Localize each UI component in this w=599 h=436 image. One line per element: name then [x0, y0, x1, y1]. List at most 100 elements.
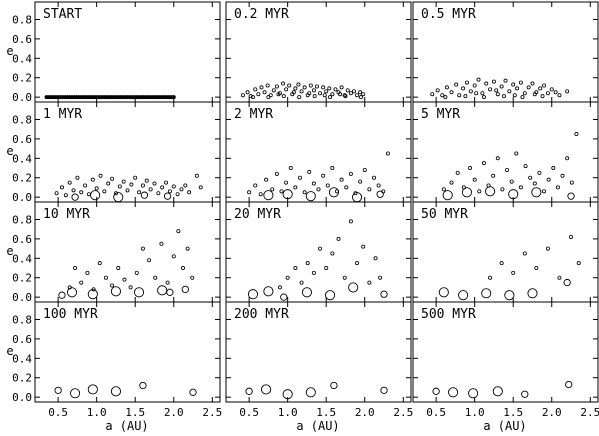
data-point	[321, 173, 326, 178]
data-point	[508, 189, 519, 200]
data-point	[75, 175, 80, 180]
data-point	[125, 188, 130, 193]
y-tick-label: 0.6	[12, 133, 32, 146]
data-point	[567, 192, 575, 200]
data-point	[455, 170, 460, 175]
data-point	[355, 261, 360, 266]
data-point	[183, 183, 188, 188]
data-point	[318, 91, 323, 96]
data-point	[432, 387, 440, 395]
data-point	[351, 89, 356, 94]
data-point	[330, 381, 338, 390]
data-point	[281, 81, 286, 86]
data-point	[576, 261, 581, 266]
data-point	[133, 175, 138, 180]
data-point	[565, 89, 570, 94]
panel-frame	[34, 301, 221, 403]
y-tick-label: 0.2	[12, 372, 32, 385]
data-point	[164, 180, 169, 185]
data-point	[565, 156, 570, 161]
panel-time-label: 5 MYR	[421, 107, 460, 122]
data-point	[265, 83, 270, 88]
data-point	[280, 293, 288, 301]
data-point	[537, 170, 542, 175]
x-tick-label: 2.5	[393, 406, 413, 419]
data-point	[103, 275, 108, 280]
data-point	[532, 92, 537, 97]
data-point	[171, 184, 176, 189]
data-point	[90, 177, 95, 182]
y-tick-label: 0.8	[12, 113, 32, 126]
data-point	[458, 290, 469, 301]
data-point	[312, 94, 317, 99]
data-point	[484, 81, 489, 86]
data-point	[281, 94, 286, 99]
data-point	[520, 95, 525, 100]
data-point	[305, 261, 310, 266]
x-tick-label: 0.5	[239, 406, 259, 419]
y-tick-label: 0.2	[12, 172, 32, 185]
data-point	[113, 192, 124, 203]
data-point	[271, 88, 276, 93]
data-point	[134, 270, 139, 275]
data-point	[152, 181, 157, 186]
data-point	[140, 246, 145, 251]
data-point	[468, 89, 473, 94]
data-point	[443, 95, 448, 100]
data-point	[521, 390, 529, 398]
y-tick-label: 0.0	[12, 391, 32, 404]
data-point	[308, 83, 313, 88]
data-point	[297, 175, 302, 180]
data-point	[307, 91, 312, 96]
y-tick-label: 0.4	[12, 252, 32, 265]
data-point	[501, 94, 506, 99]
panel-500-myr: 0.5 1.0 1.5 2.0 2.5 500 MYR	[412, 301, 599, 419]
data-point	[98, 173, 103, 178]
data-point	[378, 275, 383, 280]
data-point	[557, 275, 562, 280]
data-point	[342, 275, 347, 280]
data-point	[263, 286, 274, 297]
data-point	[261, 384, 272, 395]
data-point	[160, 185, 165, 190]
y-tick-label: 0.4	[12, 52, 32, 65]
data-point	[540, 94, 545, 99]
data-point	[574, 132, 579, 137]
data-point	[499, 84, 504, 89]
data-point	[488, 275, 493, 280]
data-point	[468, 388, 479, 399]
x-axis-title-col-3: a (AU)	[483, 419, 526, 433]
x-tick-label: 2.5	[202, 406, 222, 419]
data-point	[380, 386, 388, 394]
data-point	[542, 83, 547, 88]
data-point	[284, 87, 289, 92]
y-tick-label: 0.8	[12, 213, 32, 226]
data-point	[156, 191, 161, 196]
data-point	[185, 246, 190, 251]
data-point	[330, 166, 335, 171]
data-point	[166, 288, 174, 296]
x-tick-label: 1.0	[278, 406, 298, 419]
data-point	[70, 388, 81, 399]
data-point	[175, 192, 180, 197]
data-point	[472, 83, 477, 88]
data-point	[430, 92, 435, 97]
data-point	[110, 286, 121, 297]
data-point	[63, 193, 68, 198]
data-point	[113, 191, 118, 196]
axis-titles: a (AU) a (AU) a (AU) e e e e	[6, 44, 526, 433]
data-point	[358, 179, 363, 184]
data-point	[518, 185, 523, 190]
data-point	[116, 266, 121, 271]
data-point	[299, 280, 304, 285]
data-point	[288, 166, 293, 171]
data-point	[311, 270, 316, 275]
data-point	[59, 185, 64, 190]
data-point	[297, 95, 302, 100]
data-point	[253, 183, 258, 188]
data-point	[153, 275, 158, 280]
data-point	[376, 183, 381, 188]
data-point	[534, 266, 539, 271]
data-point	[253, 87, 258, 92]
y-axis-title-row-2: e	[6, 144, 13, 158]
